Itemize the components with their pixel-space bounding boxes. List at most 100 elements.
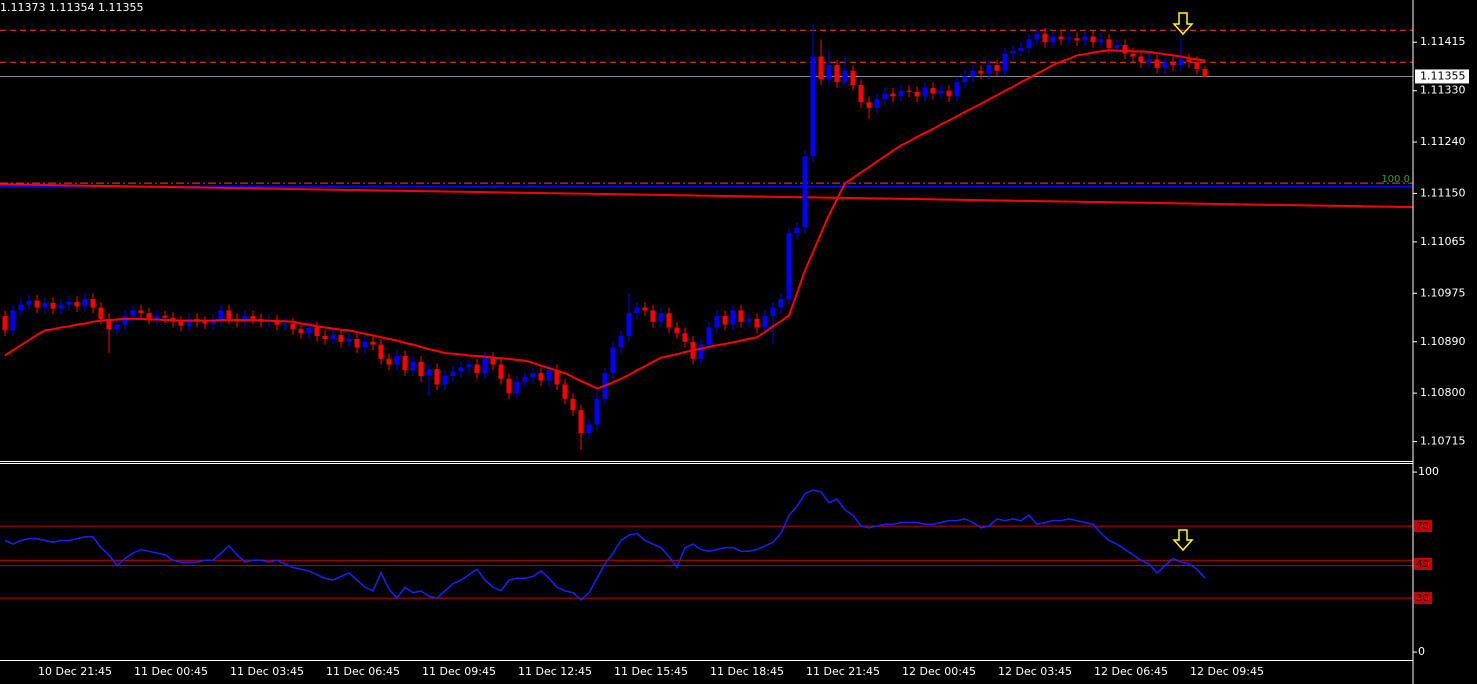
candle-body [1058,36,1064,40]
candle-body [306,327,312,334]
candle-body [882,93,888,100]
candle-body [626,313,632,337]
candle-body [562,384,568,399]
candle-body [34,300,40,308]
candle-body [946,90,952,97]
candle-body [466,364,472,368]
candle-body [522,377,528,382]
x-tick-label: 11 Dec 18:45 [710,665,784,678]
candle-body [442,375,448,385]
candle-body [1162,62,1168,68]
candle-body [738,310,744,322]
candle-body [1018,47,1024,51]
candle-body [490,357,496,365]
moving-average [4,49,1206,390]
candle-body [146,313,152,319]
y-tick-label: 1.10715 [1420,435,1466,448]
candle-body [66,301,72,305]
candle-body [1202,69,1208,77]
candle-body [538,373,544,381]
candle-body [698,344,704,359]
candle-body [458,367,464,372]
candle-body [938,90,944,94]
candle-body [898,90,904,97]
candle-body [762,316,768,328]
candle-body [754,318,760,328]
x-tick-label: 11 Dec 06:45 [326,665,400,678]
candle-body [506,378,512,394]
x-tick-label: 11 Dec 00:45 [134,665,208,678]
rsi-level-label: 70 [1416,521,1429,532]
candle-body [26,300,32,305]
candle-body [394,356,400,365]
y-tick-label: 100 [1418,465,1439,478]
candle-body [682,333,688,342]
candle-body [218,310,224,321]
long-moving-average [0,183,1413,209]
candle-body [162,316,168,318]
price-pane: 100.0 [0,25,1413,451]
candle-body [1074,38,1080,41]
x-tick-label: 12 Dec 03:45 [998,665,1072,678]
candle-body [274,320,280,325]
candle-body [242,316,248,322]
candle-body [706,327,712,345]
x-tick-label: 12 Dec 09:45 [1190,665,1264,678]
candle-body [658,313,664,322]
y-tick-label: 1.10890 [1420,335,1466,348]
candle-body [786,233,792,299]
candle-body [426,369,432,376]
candle-body [418,361,424,376]
candle-body [354,338,360,348]
rsi-level-label: 30 [1416,593,1429,604]
candle-body [58,304,64,309]
candle-body [42,302,48,308]
candle-body [186,318,192,326]
candle-body [122,316,128,325]
candle-body [594,398,600,425]
candle-body [770,307,776,317]
candle-body [1106,39,1112,48]
candle-body [410,361,416,371]
candle-body [226,310,232,319]
rsi-level-box [1414,557,1432,570]
x-tick-label: 12 Dec 06:45 [1094,665,1168,678]
signal-arrow [1172,12,1194,36]
candle-body [1146,59,1152,63]
candle-body [618,336,624,348]
x-tick-label: 10 Dec 21:45 [38,665,112,678]
candle-body [434,369,440,385]
candle-body [1170,62,1176,66]
x-tick-label: 11 Dec 12:45 [518,665,592,678]
rsi-pane [0,489,1413,601]
candle-body [1130,53,1136,57]
rsi-level-box [1414,520,1432,533]
candle-body [402,356,408,371]
candle-body [1002,53,1008,71]
candle-body [714,316,720,328]
candle-body [674,327,680,334]
rsi-line [4,489,1206,601]
candle-body [202,321,208,324]
x-tick-label: 12 Dec 00:45 [902,665,976,678]
candle-body [498,364,504,379]
candle-body [18,304,24,311]
candle-body [1090,36,1096,43]
candle-body [314,327,320,337]
candle-body [138,310,144,314]
candle-body [90,298,96,308]
y-tick-label: 1.10800 [1420,386,1466,399]
x-tick-label: 11 Dec 15:45 [614,665,688,678]
candle-body [722,316,728,325]
candle-body [922,87,928,97]
candle-body [1098,39,1104,43]
y-tick-label: 1.11240 [1420,135,1466,148]
candle-body [98,307,104,319]
y-tick-label: 1.11415 [1420,35,1466,48]
candle-body [962,76,968,83]
candle-body [634,307,640,314]
level-label: 100.0 [1381,174,1410,185]
